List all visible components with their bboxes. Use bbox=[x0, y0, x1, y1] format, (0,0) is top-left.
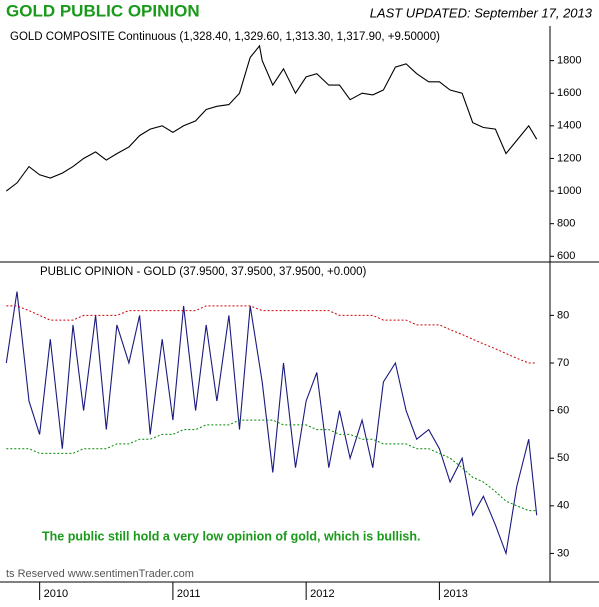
y-tick-label: 1200 bbox=[557, 152, 581, 164]
data-line bbox=[6, 305, 537, 364]
annotation: The public still hold a very low opinion… bbox=[42, 529, 421, 543]
panel-title: GOLD COMPOSITE Continuous (1,328.40, 1,3… bbox=[10, 31, 440, 43]
y-tick-label: 70 bbox=[557, 357, 569, 369]
x-tick-label: 2013 bbox=[443, 588, 467, 600]
panel-title: PUBLIC OPINION - GOLD (37.9500, 37.9500,… bbox=[40, 266, 367, 278]
y-tick-label: 30 bbox=[557, 547, 569, 559]
data-line bbox=[5, 291, 538, 556]
y-tick-label: 1800 bbox=[557, 55, 581, 67]
x-tick-label: 2012 bbox=[310, 588, 334, 600]
y-tick-label: 60 bbox=[557, 405, 569, 417]
updated: LAST UPDATED: September 17, 2013 bbox=[370, 5, 593, 20]
y-tick-label: 50 bbox=[557, 452, 569, 464]
y-tick-label: 40 bbox=[557, 500, 569, 512]
credit: ts Reserved www.sentimenTrader.com bbox=[6, 568, 194, 580]
x-tick-label: 2011 bbox=[177, 588, 201, 600]
page-title: GOLD PUBLIC OPINION bbox=[6, 1, 200, 20]
y-tick-label: 800 bbox=[557, 218, 575, 230]
x-tick-label: 2010 bbox=[44, 588, 68, 600]
y-tick-label: 1400 bbox=[557, 120, 581, 132]
y-tick-label: 1600 bbox=[557, 87, 581, 99]
y-tick-label: 80 bbox=[557, 309, 569, 321]
y-tick-label: 600 bbox=[557, 250, 575, 262]
data-line bbox=[5, 44, 538, 192]
y-tick-label: 1000 bbox=[557, 185, 581, 197]
